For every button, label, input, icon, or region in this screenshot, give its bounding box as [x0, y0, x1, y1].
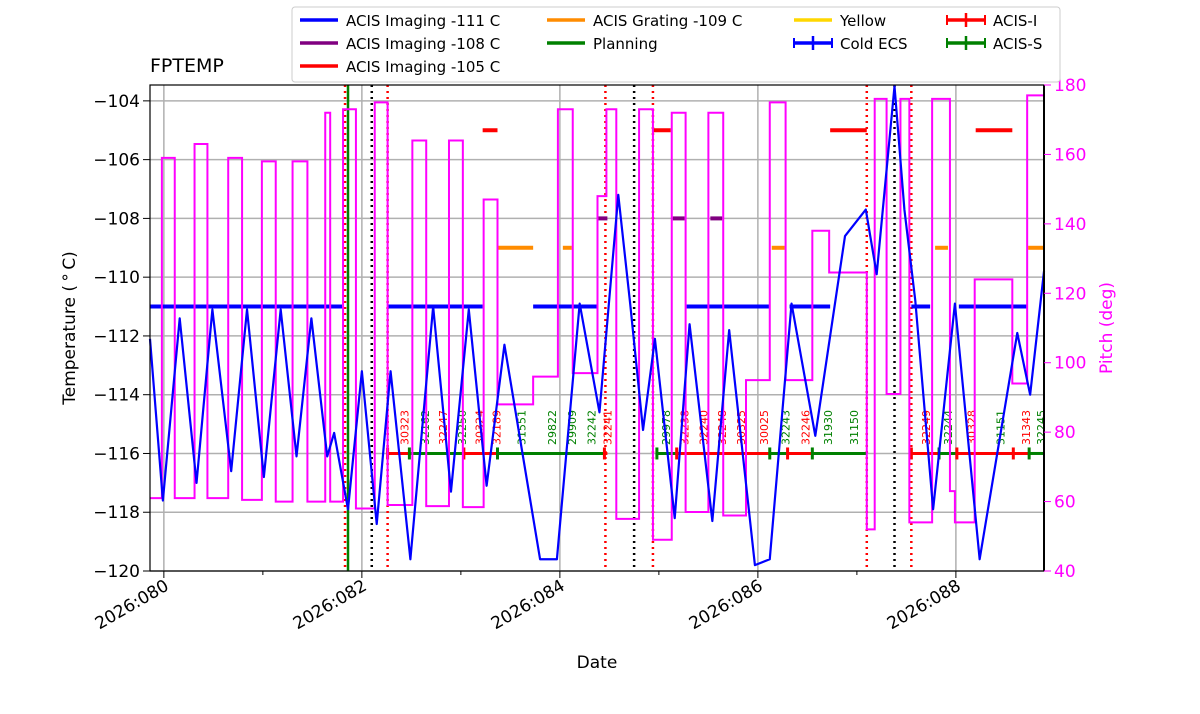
legend-label: ACIS-I: [993, 12, 1037, 30]
y-tick-label: −110: [93, 268, 140, 288]
chart-title: FPTEMP: [150, 55, 224, 77]
x-tick-label: 2026:088: [884, 576, 965, 634]
obsid-label: 32247: [437, 410, 450, 445]
y2-tick-label: 60: [1054, 493, 1076, 513]
x-tick-label: 2026:084: [488, 576, 569, 634]
y-tick-label: −118: [93, 503, 140, 523]
y-tick-label: −104: [93, 92, 140, 112]
x-tick-label: 2026:082: [290, 576, 371, 634]
obsid-label: 32246: [799, 410, 812, 445]
legend: ACIS Imaging -111 C ACIS Imaging -108 C AC…: [291, 6, 1061, 83]
legend-label: Yellow: [839, 12, 886, 30]
legend-label: Planning: [593, 35, 658, 53]
y2-tick-label: 140: [1054, 215, 1086, 235]
legend-label: ACIS-S: [993, 35, 1042, 53]
legend-label: Cold ECS: [840, 35, 908, 53]
obsid-label: 32242: [586, 410, 599, 445]
legend-label: ACIS Imaging -108 C: [346, 35, 500, 53]
x-axis-label: Date: [577, 653, 618, 673]
obsid-label: 29822: [546, 410, 559, 445]
obsid-label: 32245: [1035, 410, 1048, 445]
y-tick-label: −108: [93, 209, 140, 229]
legend-label: ACIS Imaging -111 C: [346, 12, 500, 30]
legend-label: ACIS Grating -109 C: [593, 12, 742, 30]
obsid-label: 31343: [1020, 410, 1033, 445]
x-tick-label: 2026:086: [686, 576, 767, 634]
pitch-line: [150, 94, 1044, 541]
legend-label: ACIS Imaging -105 C: [346, 58, 500, 76]
y2-tick-label: 160: [1054, 145, 1086, 165]
obsid-label: 31150: [848, 410, 861, 445]
x-tick-label: 2026:080: [92, 576, 173, 634]
y-tick-label: −120: [93, 562, 140, 582]
obsid-label: 30323: [398, 410, 411, 445]
y-tick-label: −112: [93, 327, 140, 347]
obsid-label: 32241: [601, 410, 614, 445]
y2-tick-label: 180: [1054, 76, 1086, 96]
y-tick-label: −114: [93, 386, 140, 406]
obsid-label: 32244: [942, 410, 955, 445]
y2-axis-label: Pitch (deg): [1097, 282, 1117, 374]
y-tick-label: −116: [93, 444, 140, 464]
y-tick-label: −106: [93, 151, 140, 171]
y2-tick-label: 120: [1054, 284, 1086, 304]
y2-tick-label: 40: [1054, 562, 1076, 582]
obsid-label: 30025: [758, 410, 771, 445]
obsid-label: 32243: [780, 410, 793, 445]
temperature-line: [148, 85, 1046, 567]
y2-tick-label: 80: [1054, 423, 1076, 443]
obsid-label: 31930: [822, 410, 835, 445]
obsid-label: 31551: [515, 410, 528, 445]
legend-box: [291, 6, 1061, 83]
y-axis-label: Temperature ( ° C): [60, 251, 80, 406]
y2-tick-label: 100: [1054, 354, 1086, 374]
